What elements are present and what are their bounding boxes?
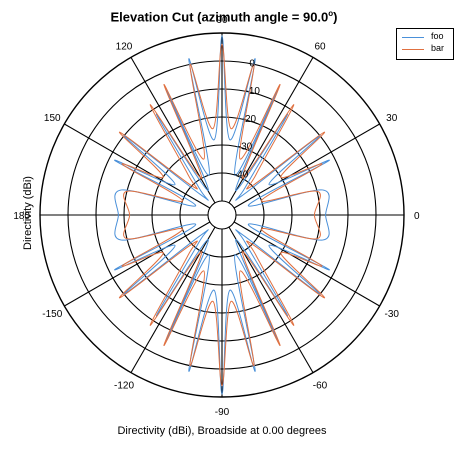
angle-tick-label: 150 <box>44 113 61 124</box>
legend: foo bar <box>396 28 454 60</box>
angle-tick-label: 90 <box>216 15 228 26</box>
angle-tick-label: 0 <box>414 211 420 222</box>
angle-tick-label: -30 <box>385 309 400 320</box>
radial-tick-label: -20 <box>242 114 257 125</box>
legend-entry-bar: bar <box>400 43 452 55</box>
series-line-bar <box>119 43 325 387</box>
angle-tick-label: -120 <box>114 381 134 392</box>
polar-grid <box>39 32 405 398</box>
radial-tick-label: -40 <box>234 169 249 180</box>
radial-tick-label: -10 <box>246 86 261 97</box>
x-axis-label: Directivity (dBi), Broadside at 0.00 deg… <box>117 425 327 437</box>
legend-entry-foo: foo <box>400 31 452 43</box>
angle-tick-label: -60 <box>313 381 328 392</box>
angle-tick-label: -90 <box>215 407 230 418</box>
spoke-minus-150 <box>64 221 211 307</box>
spoke-minus-30 <box>233 221 380 307</box>
angle-tick-label: 30 <box>386 113 398 124</box>
series-layer <box>114 35 330 395</box>
tick-label-layer: 0 30 60 90 120 150 180 -150 -120 -90 -60 -30 -40 -30 -… <box>13 15 420 418</box>
angle-tick-label: 120 <box>116 41 133 52</box>
legend-swatch-foo <box>402 37 424 38</box>
legend-label-bar: bar <box>431 43 445 53</box>
radial-tick-label: -30 <box>238 142 253 153</box>
angle-tick-label: 180 <box>13 211 30 222</box>
ring-minus-50 <box>207 200 237 230</box>
chart-title: Elevation Cut (azimuth angle = 90.0o) <box>110 9 338 25</box>
legend-swatch-bar <box>402 49 424 50</box>
spoke-150 <box>64 123 211 209</box>
radial-tick-label: 0 <box>249 59 255 70</box>
spoke-30 <box>233 123 380 209</box>
legend-label-foo: foo <box>431 31 444 41</box>
angle-tick-label: 60 <box>314 41 326 52</box>
angle-tick-label: -150 <box>42 309 62 320</box>
